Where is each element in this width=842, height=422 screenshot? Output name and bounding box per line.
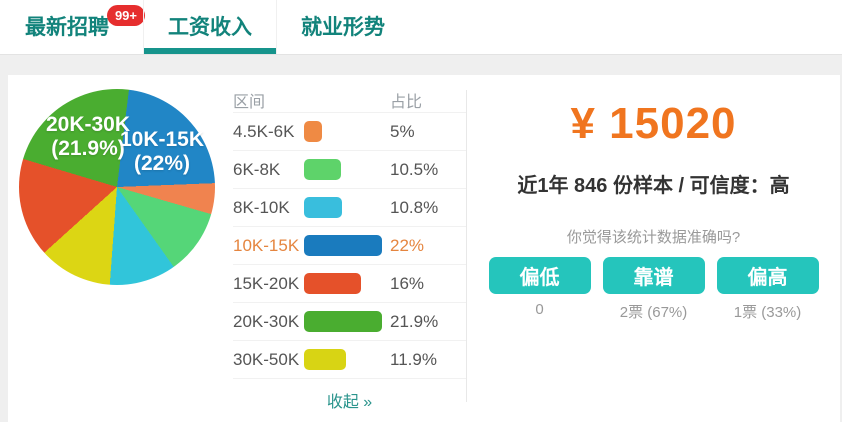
- pie-chart-section: 20K-30K (21.9%) 10K-15K (22%): [8, 75, 233, 422]
- table-row: 4.5K-6K 5%: [233, 113, 466, 151]
- tab-salary-income[interactable]: 工资收入: [143, 0, 277, 54]
- vote-too-high-button[interactable]: 偏高: [716, 257, 819, 294]
- pct-label: 16%: [390, 273, 425, 293]
- ratio-bar: [304, 159, 341, 180]
- average-salary-value: ¥ 15020: [570, 99, 737, 148]
- range-label: 8K-10K: [233, 197, 290, 217]
- sample-info: 近1年 846 份样本 / 可信度：高: [517, 175, 790, 197]
- vote-reliable-button[interactable]: 靠谱: [602, 257, 705, 294]
- vote-reliable-count: 2票 (67%): [619, 304, 688, 321]
- pct-label: 22%: [390, 235, 425, 255]
- accuracy-question: 你觉得该统计数据准确吗?: [566, 229, 741, 246]
- ratio-bar: [304, 273, 361, 294]
- range-label: 6K-8K: [233, 159, 281, 179]
- ratio-bar-cell: [304, 159, 388, 180]
- salary-summary-section: ¥ 15020 近1年 846 份样本 / 可信度：高 你觉得该统计数据准确吗?…: [467, 75, 840, 422]
- table-row: 30K-50K 11.9%: [233, 341, 466, 379]
- tab-bar: 最新招聘 99+ 工资收入 就业形势: [0, 0, 842, 55]
- range-label: 10K-15K: [233, 235, 300, 255]
- vote-counts-row: 0 2票 (67%) 1票 (33%): [467, 301, 840, 322]
- ratio-bar-cell: [304, 235, 388, 256]
- vertical-divider: [466, 90, 467, 402]
- ratio-bar-cell: [304, 349, 388, 370]
- pct-label: 10.5%: [390, 159, 439, 179]
- ratio-table-body: 4.5K-6K 5% 6K-8K 10.5% 8K-10K 10.8% 10K-15K 22%…: [233, 113, 466, 379]
- tab-salary-income-label: 工资收入: [168, 16, 252, 39]
- vote-too-low-button[interactable]: 偏低: [488, 257, 591, 294]
- salary-pie-chart[interactable]: [19, 89, 215, 285]
- col-header-ratio: 占比: [390, 94, 423, 111]
- ratio-bar: [304, 349, 346, 370]
- table-row: 10K-15K 22%: [233, 227, 466, 265]
- pct-label: 11.9%: [390, 349, 437, 369]
- range-label: 30K-50K: [233, 349, 300, 369]
- tab-latest-jobs[interactable]: 最新招聘 99+: [2, 0, 145, 54]
- pct-label: 5%: [390, 121, 415, 141]
- ratio-bar: [304, 121, 322, 142]
- range-label: 4.5K-6K: [233, 121, 295, 141]
- range-label: 20K-30K: [233, 311, 300, 331]
- tab-latest-jobs-label: 最新招聘: [25, 16, 109, 39]
- tab-employment-trend[interactable]: 就业形势: [277, 0, 409, 54]
- pie-slice-label-10k-15k: 10K-15K (22%): [119, 128, 205, 175]
- notification-badge: 99+: [106, 5, 145, 26]
- ratio-bar-cell: [304, 311, 388, 332]
- ratio-table: 区间 占比 4.5K-6K 5% 6K-8K 10.5% 8K-10K 10.8% 10K-…: [233, 75, 466, 422]
- pct-label: 10.8%: [390, 197, 439, 217]
- content-area: 20K-30K (21.9%) 10K-15K (22%) 区间 占比 4.5K…: [0, 55, 842, 422]
- collapse-link[interactable]: 收起 »: [326, 394, 373, 411]
- ratio-bar-cell: [304, 273, 388, 294]
- range-label: 15K-20K: [233, 273, 300, 293]
- ratio-bar: [304, 197, 342, 218]
- tab-employment-trend-label: 就业形势: [301, 16, 385, 39]
- vote-buttons-row: 偏低 靠谱 偏高: [467, 257, 840, 294]
- col-header-range: 区间: [233, 94, 266, 111]
- table-header-row: 区间 占比: [233, 88, 466, 113]
- vote-too-high-count: 1票 (33%): [733, 304, 802, 321]
- table-row: 8K-10K 10.8%: [233, 189, 466, 227]
- ratio-bar-cell: [304, 197, 388, 218]
- table-row: 6K-8K 10.5%: [233, 151, 466, 189]
- pct-label: 21.9%: [390, 311, 439, 331]
- pie-slice-label-20k-30k: 20K-30K (21.9%): [45, 113, 131, 160]
- ratio-bar: [304, 235, 382, 256]
- vote-too-low-count: 0: [535, 301, 544, 318]
- table-row: 20K-30K 21.9%: [233, 303, 466, 341]
- ratio-bar-cell: [304, 121, 388, 142]
- table-row: 15K-20K 16%: [233, 265, 466, 303]
- salary-stats-card: 20K-30K (21.9%) 10K-15K (22%) 区间 占比 4.5K…: [8, 75, 840, 422]
- ratio-bar: [304, 311, 382, 332]
